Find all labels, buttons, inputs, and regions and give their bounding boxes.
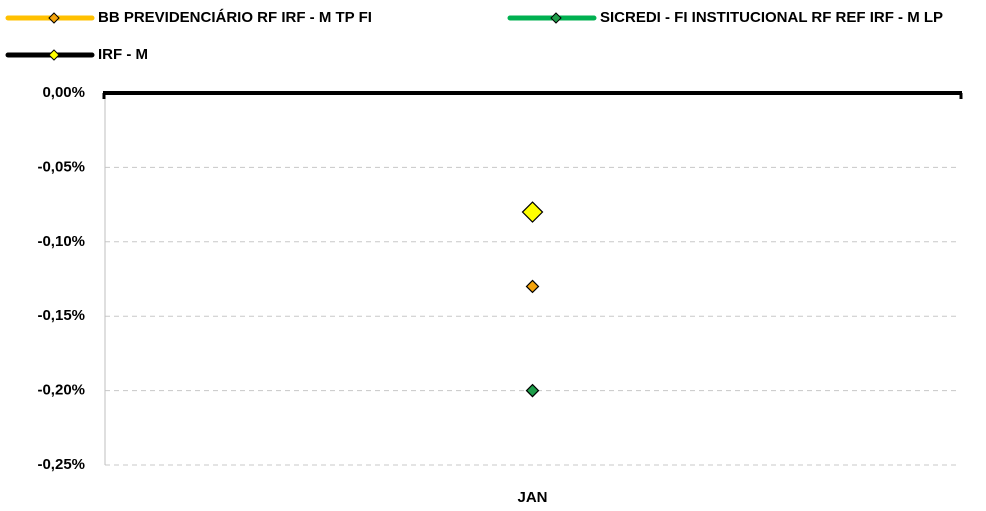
y-tick-label: -0,15% bbox=[37, 307, 85, 324]
legend-label: BB PREVIDENCIÁRIO RF IRF - M TP FI bbox=[98, 9, 372, 26]
legend-marker bbox=[48, 12, 60, 24]
x-tick-label: JAN bbox=[517, 489, 547, 506]
y-tick-label: -0,05% bbox=[37, 158, 85, 175]
data-point bbox=[521, 201, 544, 223]
legend-marker bbox=[48, 49, 60, 61]
data-point bbox=[525, 279, 540, 294]
legend-label: IRF - M bbox=[98, 46, 148, 63]
legend-marker bbox=[550, 12, 562, 24]
legend-label: SICREDI - FI INSTITUCIONAL RF REF IRF - … bbox=[600, 9, 943, 26]
data-point bbox=[525, 383, 540, 398]
y-tick-label: -0,25% bbox=[37, 456, 85, 473]
y-tick-label: -0,20% bbox=[37, 382, 85, 399]
y-tick-label: -0,10% bbox=[37, 233, 85, 250]
y-tick-label: 0,00% bbox=[42, 84, 85, 101]
